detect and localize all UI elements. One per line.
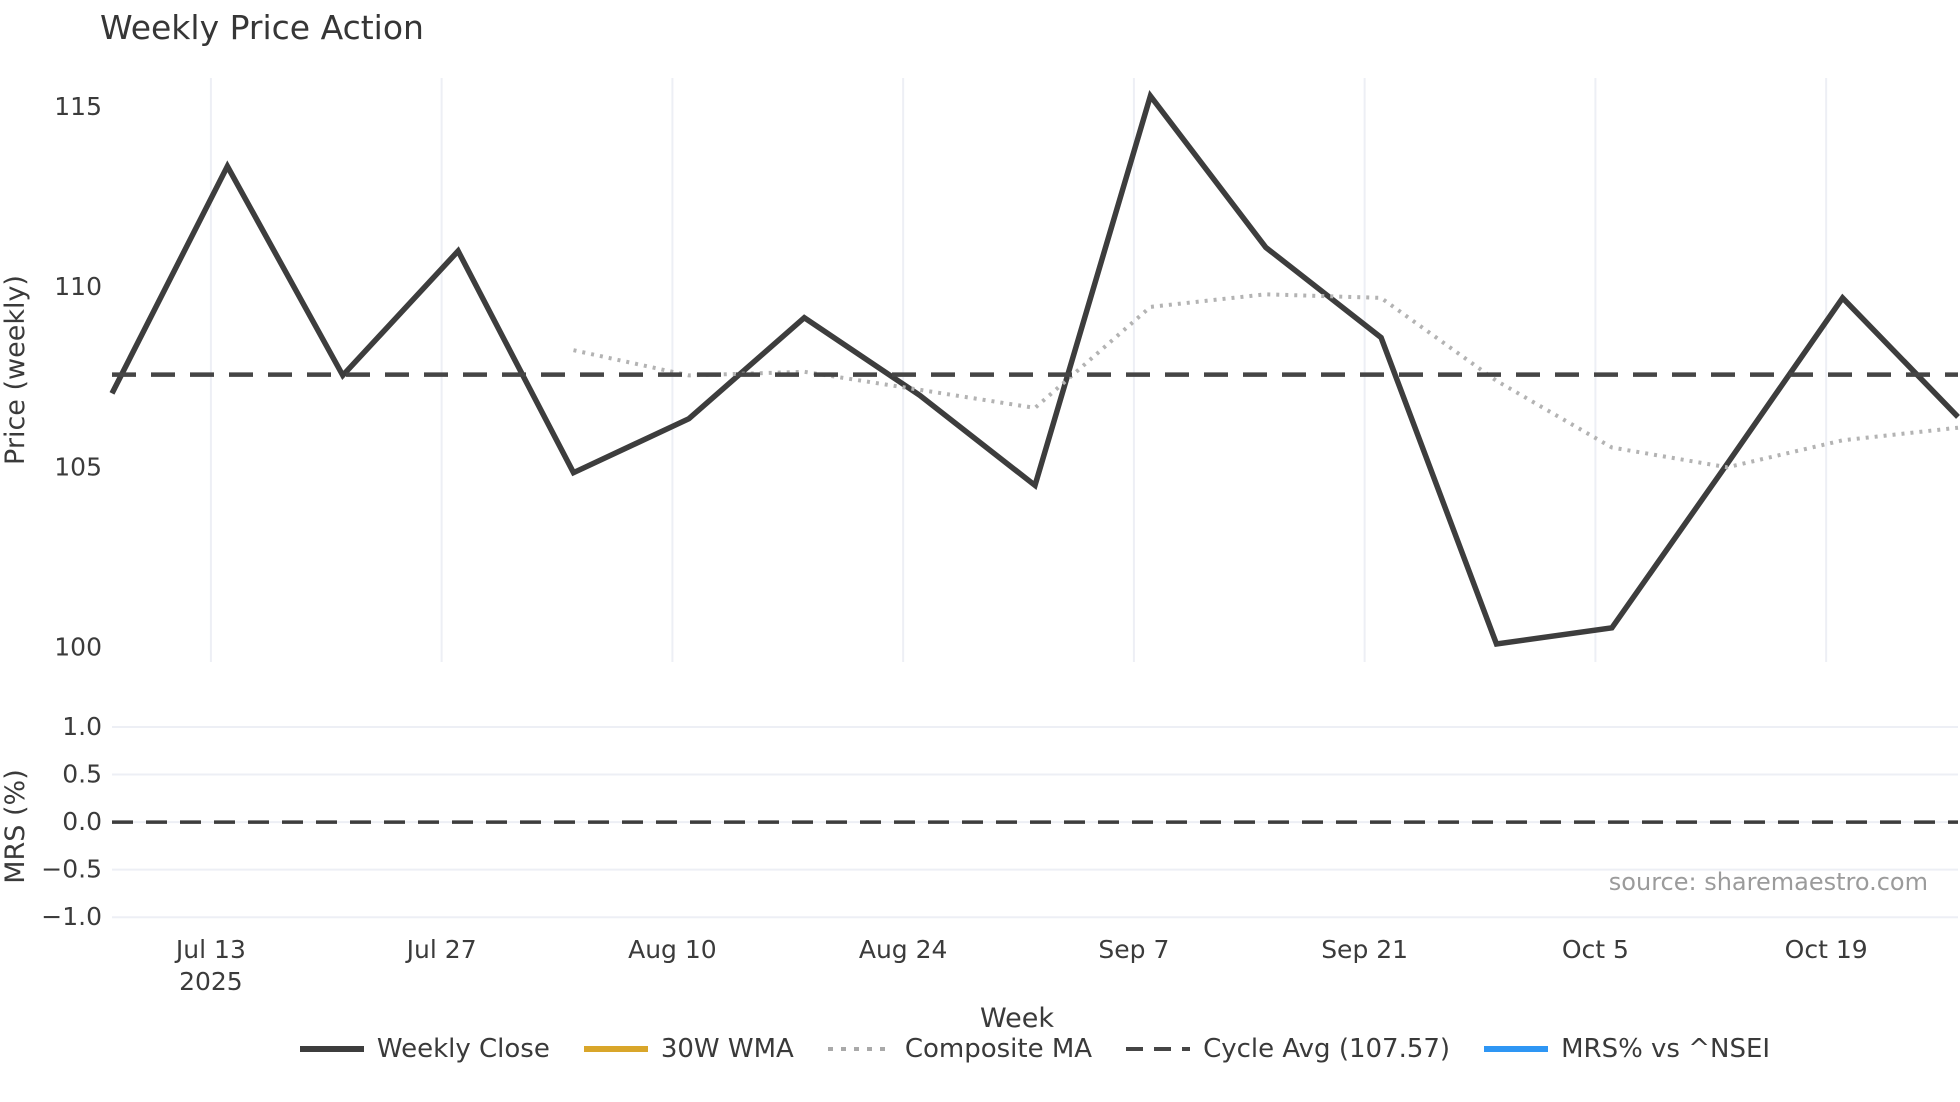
mrs-ytick-label: 1.0 xyxy=(62,712,102,741)
composite-ma-line xyxy=(573,292,1959,470)
mrs-line-swatch xyxy=(1484,1046,1549,1052)
legend-label: Composite MA xyxy=(904,1034,1093,1064)
xtick-label: Oct 19 xyxy=(1785,935,1868,964)
legend-label: MRS% vs ^NSEI xyxy=(1561,1034,1771,1064)
week-axis-label: Week xyxy=(980,1003,1054,1034)
xtick-label: Jul 13 xyxy=(174,935,246,964)
xtick-label: Jul 27 xyxy=(405,935,477,964)
legend-item-30w-wma: 30W WMA xyxy=(583,1034,794,1064)
weekly-close-line-swatch xyxy=(299,1046,364,1052)
price-axis-label: Price (weekly) xyxy=(0,275,31,465)
composite-ma-line-swatch xyxy=(827,1047,892,1051)
wma-line-swatch xyxy=(583,1046,648,1052)
xtick-label: Aug 24 xyxy=(859,935,948,964)
price-ytick-label: 100 xyxy=(54,633,102,662)
price-ytick-label: 110 xyxy=(54,272,102,301)
mrs-ytick-label: 0.5 xyxy=(62,760,102,789)
chart-legend: Weekly Close 30W WMA Composite MA Cycle … xyxy=(112,1034,1958,1064)
mrs-ytick-label: −0.5 xyxy=(41,855,102,884)
legend-item-weekly-close: Weekly Close xyxy=(299,1034,550,1064)
legend-item-cycle-avg: Cycle Avg (107.57) xyxy=(1126,1034,1450,1064)
chart-title: Weekly Price Action xyxy=(100,8,424,47)
price-ytick-label: 105 xyxy=(54,452,102,481)
xtick-label: Sep 21 xyxy=(1321,935,1408,964)
xtick-label: Aug 10 xyxy=(628,935,717,964)
legend-label: Weekly Close xyxy=(376,1034,550,1064)
legend-item-mrs: MRS% vs ^NSEI xyxy=(1484,1034,1770,1064)
price-panel-gridlines xyxy=(209,78,1828,662)
source-attribution: source: sharemaestro.com xyxy=(1608,868,1928,896)
mrs-axis-label: MRS (%) xyxy=(0,769,31,884)
weekly-close-line xyxy=(109,90,1960,648)
legend-label: Cycle Avg (107.57) xyxy=(1203,1034,1451,1064)
price-ytick-label: 115 xyxy=(54,92,102,121)
legend-item-composite-ma: Composite MA xyxy=(827,1034,1093,1064)
xtick-year-label: 2025 xyxy=(179,967,243,996)
mrs-ytick-label: −1.0 xyxy=(41,902,102,931)
mrs-ytick-label: 0.0 xyxy=(62,807,102,836)
xtick-label: Sep 7 xyxy=(1098,935,1169,964)
xtick-label: Oct 5 xyxy=(1562,935,1629,964)
legend-label: 30W WMA xyxy=(660,1034,794,1064)
cycle-avg-line-swatch xyxy=(1126,1047,1191,1051)
